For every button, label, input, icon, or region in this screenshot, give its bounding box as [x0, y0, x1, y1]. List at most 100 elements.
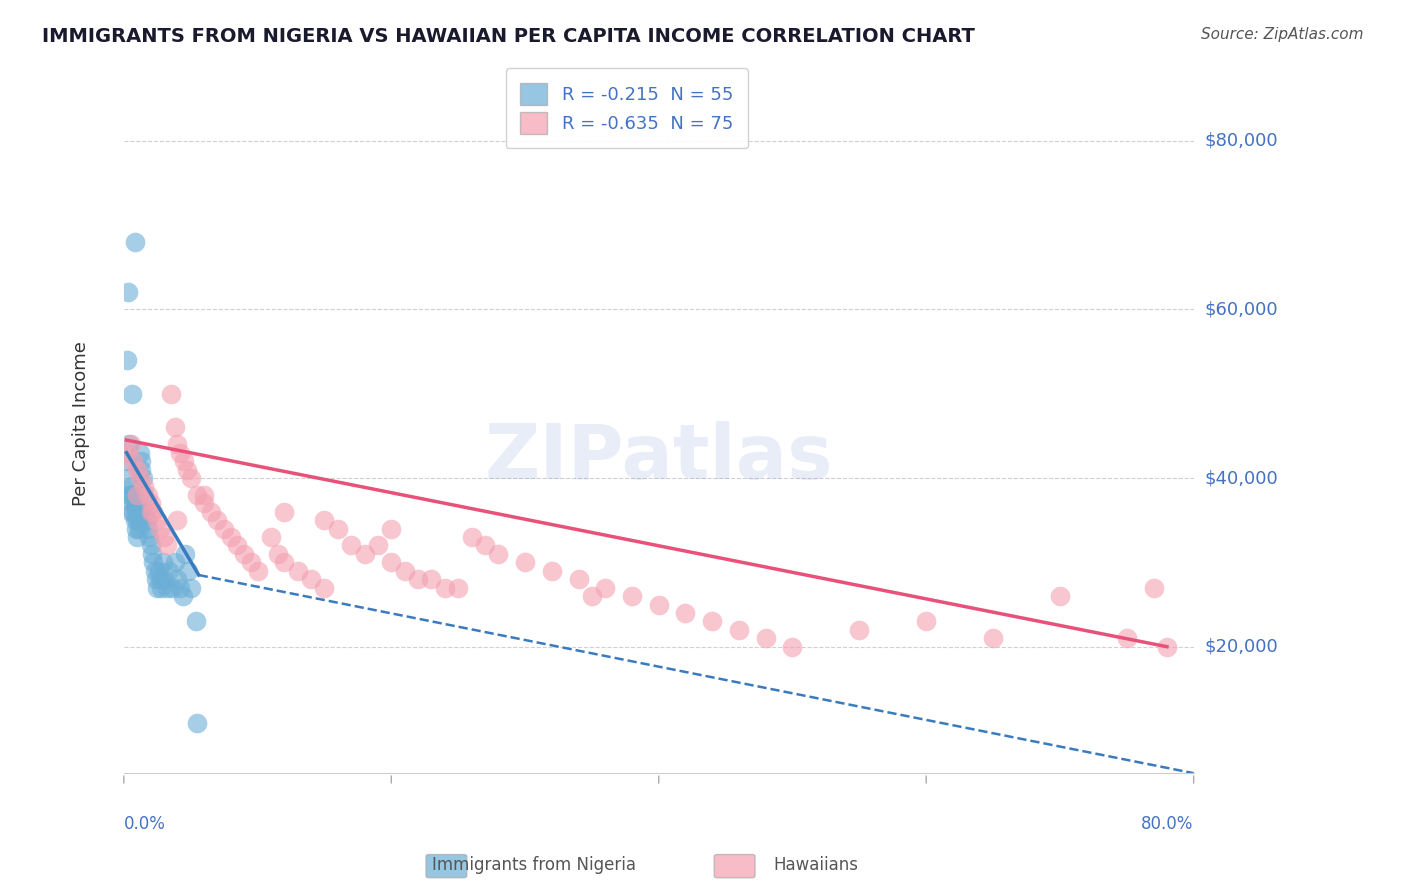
- Point: [180, 471, 202, 485]
- Point: [394, 564, 416, 578]
- Point: [127, 488, 149, 502]
- Point: [513, 555, 536, 569]
- Point: [143, 564, 166, 578]
- Point: [782, 640, 804, 654]
- Point: [166, 513, 188, 527]
- Point: [150, 581, 173, 595]
- Text: $20,000: $20,000: [1205, 638, 1278, 656]
- Point: [486, 547, 509, 561]
- Point: [675, 606, 697, 620]
- Point: [124, 513, 146, 527]
- Point: [180, 581, 202, 595]
- Point: [142, 505, 165, 519]
- Point: [122, 488, 145, 502]
- Point: [193, 496, 215, 510]
- Text: ZIPatlas: ZIPatlas: [485, 421, 832, 495]
- Point: [117, 471, 139, 485]
- Point: [186, 488, 208, 502]
- Point: [129, 454, 152, 468]
- Point: [115, 353, 138, 368]
- Point: [702, 615, 724, 629]
- Point: [120, 488, 142, 502]
- Point: [177, 564, 200, 578]
- Text: IMMIGRANTS FROM NIGERIA VS HAWAIIAN PER CAPITA INCOME CORRELATION CHART: IMMIGRANTS FROM NIGERIA VS HAWAIIAN PER …: [42, 27, 974, 45]
- Point: [848, 623, 870, 637]
- Legend: R = -0.215  N = 55, R = -0.635  N = 75: R = -0.215 N = 55, R = -0.635 N = 75: [506, 69, 748, 148]
- Point: [146, 581, 169, 595]
- Point: [121, 496, 143, 510]
- Point: [128, 446, 150, 460]
- Point: [149, 522, 172, 536]
- Text: $80,000: $80,000: [1205, 132, 1278, 150]
- Point: [447, 581, 470, 595]
- Point: [266, 547, 288, 561]
- Text: Immigrants from Nigeria: Immigrants from Nigeria: [432, 856, 637, 874]
- Point: [728, 623, 751, 637]
- Point: [141, 547, 163, 561]
- Point: [581, 589, 603, 603]
- Point: [128, 522, 150, 536]
- Point: [1156, 640, 1178, 654]
- Point: [121, 386, 143, 401]
- Point: [121, 479, 143, 493]
- Point: [120, 437, 142, 451]
- Point: [273, 505, 295, 519]
- Point: [163, 420, 186, 434]
- Point: [593, 581, 616, 595]
- Point: [314, 581, 336, 595]
- Point: [127, 513, 149, 527]
- Point: [120, 505, 142, 519]
- Point: [1115, 632, 1137, 646]
- Point: [139, 539, 162, 553]
- Point: [136, 488, 159, 502]
- Point: [314, 513, 336, 527]
- Point: [145, 572, 167, 586]
- Point: [125, 505, 148, 519]
- Point: [380, 555, 402, 569]
- Point: [136, 522, 159, 536]
- Point: [173, 454, 195, 468]
- Point: [125, 522, 148, 536]
- Point: [273, 555, 295, 569]
- Point: [131, 471, 153, 485]
- Point: [118, 437, 141, 451]
- Point: [226, 539, 249, 553]
- Point: [200, 505, 222, 519]
- Point: [340, 539, 363, 553]
- Point: [172, 589, 194, 603]
- Point: [118, 488, 141, 502]
- Text: $40,000: $40,000: [1205, 469, 1278, 487]
- Point: [135, 513, 157, 527]
- Point: [184, 615, 207, 629]
- Point: [115, 446, 138, 460]
- Point: [287, 564, 309, 578]
- Point: [299, 572, 322, 586]
- Point: [176, 462, 198, 476]
- Text: 80.0%: 80.0%: [1142, 815, 1194, 833]
- Point: [124, 496, 146, 510]
- Point: [152, 555, 174, 569]
- Point: [160, 581, 183, 595]
- Point: [148, 564, 170, 578]
- Point: [153, 530, 176, 544]
- Point: [163, 555, 186, 569]
- Point: [326, 522, 349, 536]
- Point: [648, 598, 671, 612]
- Point: [233, 547, 256, 561]
- Point: [981, 632, 1004, 646]
- Point: [157, 564, 180, 578]
- Point: [420, 572, 443, 586]
- Point: [132, 479, 155, 493]
- Point: [755, 632, 778, 646]
- Point: [620, 589, 643, 603]
- Point: [149, 572, 172, 586]
- Point: [138, 530, 160, 544]
- Point: [166, 572, 188, 586]
- Point: [353, 547, 375, 561]
- Point: [127, 462, 149, 476]
- Point: [406, 572, 429, 586]
- Point: [159, 386, 181, 401]
- Point: [146, 513, 169, 527]
- Point: [122, 505, 145, 519]
- Point: [115, 454, 138, 468]
